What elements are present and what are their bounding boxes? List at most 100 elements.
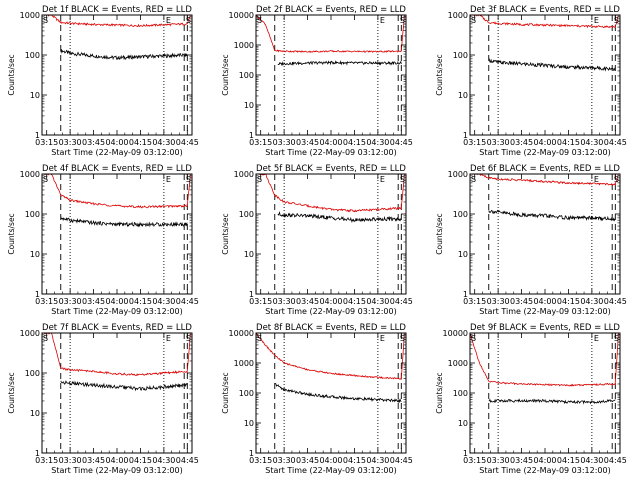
y-tick-label: 10 bbox=[458, 91, 468, 100]
x-tick-label: 04:45 bbox=[390, 297, 413, 306]
x-axis-label: Start Time (22-May-09 03:12:00) bbox=[265, 307, 396, 316]
y-axis-label: Counts/sec bbox=[221, 213, 230, 254]
y-tick-label: 1000 bbox=[234, 359, 254, 368]
y-tick-label: 1 bbox=[249, 290, 254, 299]
y-tick-label: 10 bbox=[458, 250, 468, 259]
x-tick-label: 04:30 bbox=[580, 297, 603, 306]
x-tick-label: 03:45 bbox=[296, 456, 319, 465]
events-series-line bbox=[274, 383, 402, 404]
x-tick-label: 04:45 bbox=[604, 456, 627, 465]
y-tick-label: 10 bbox=[30, 91, 40, 100]
segment-marker-label: E bbox=[166, 334, 171, 343]
x-tick-label: 03:45 bbox=[82, 138, 105, 147]
x-tick-label: 04:00 bbox=[105, 297, 128, 306]
x-tick-label: 04:15 bbox=[557, 297, 580, 306]
y-tick-label: 10000 bbox=[229, 329, 254, 338]
events-series-line bbox=[488, 58, 616, 72]
y-tick-label: 1 bbox=[463, 449, 468, 458]
x-tick-label: 03:15 bbox=[463, 138, 486, 147]
lld-series-line bbox=[256, 15, 405, 54]
segment-marker-label: E bbox=[380, 16, 385, 25]
x-tick-label: 04:45 bbox=[604, 138, 627, 147]
segment-marker-label: S bbox=[257, 16, 262, 25]
x-tick-label: 04:30 bbox=[580, 138, 603, 147]
x-tick-label: 04:00 bbox=[533, 297, 556, 306]
events-series-line bbox=[488, 398, 616, 405]
x-tick-label: 04:00 bbox=[105, 138, 128, 147]
y-tick-label: 1 bbox=[249, 131, 254, 140]
x-tick-label: 03:15 bbox=[249, 297, 272, 306]
x-tick-label: 04:15 bbox=[557, 138, 580, 147]
segment-marker-label: E bbox=[380, 334, 385, 343]
lld-series-line bbox=[470, 333, 619, 387]
x-tick-label: 04:45 bbox=[176, 456, 199, 465]
x-tick-label: 03:15 bbox=[35, 138, 58, 147]
x-tick-label: 04:30 bbox=[366, 138, 389, 147]
chart-panel: Det 3f BLACK = Events, RED = LLD 1 10 100 10… bbox=[435, 5, 627, 157]
chart-panel: Det 7f BLACK = Events, RED = LLD 1 10 100 10… bbox=[7, 323, 199, 475]
panel-title: Det 9f BLACK = Events, RED = LLD bbox=[470, 323, 620, 333]
y-tick-label: 100 bbox=[25, 210, 40, 219]
x-axis-label: Start Time (22-May-09 03:12:00) bbox=[51, 307, 182, 316]
events-series-line bbox=[60, 380, 188, 392]
chart-panel: Det 8f BLACK = Events, RED = LLD 1 10 100 10… bbox=[221, 323, 413, 475]
y-tick-label: 10 bbox=[30, 409, 40, 418]
series-traces bbox=[256, 15, 405, 67]
lld-series-line bbox=[256, 333, 405, 380]
y-tick-label: 1000 bbox=[20, 170, 40, 179]
y-tick-label: 100 bbox=[453, 389, 468, 398]
x-tick-label: 03:45 bbox=[510, 138, 533, 147]
y-tick-label: 1 bbox=[249, 449, 254, 458]
y-tick-label: 100 bbox=[239, 389, 254, 398]
x-tick-label: 04:15 bbox=[129, 297, 152, 306]
x-tick-label: 03:15 bbox=[249, 456, 272, 465]
segment-marker-label: S bbox=[471, 175, 476, 184]
segment-marker-label: S bbox=[471, 334, 476, 343]
lld-series-line bbox=[256, 174, 405, 213]
x-tick-label: 03:15 bbox=[35, 297, 58, 306]
segment-marker-label: E bbox=[166, 175, 171, 184]
segment-marker-label: S bbox=[614, 175, 619, 184]
y-axis-label: Counts/sec bbox=[221, 372, 230, 413]
y-tick-label: 10 bbox=[244, 419, 254, 428]
x-tick-label: 04:45 bbox=[390, 456, 413, 465]
events-series-line bbox=[488, 209, 616, 222]
panel-title: Det 1f BLACK = Events, RED = LLD bbox=[42, 5, 192, 15]
x-tick-label: 04:45 bbox=[604, 297, 627, 306]
x-tick-label: 03:30 bbox=[487, 138, 510, 147]
x-tick-label: 03:15 bbox=[249, 138, 272, 147]
chart-panel: Det 1f BLACK = Events, RED = LLD 1 10 100 10… bbox=[7, 5, 199, 157]
y-axis-label: Counts/sec bbox=[7, 213, 16, 254]
series-traces bbox=[42, 333, 191, 392]
x-axis-label: Start Time (22-May-09 03:12:00) bbox=[265, 148, 396, 157]
x-tick-label: 03:45 bbox=[296, 138, 319, 147]
segment-marker-label: S bbox=[257, 334, 262, 343]
x-axis-label: Start Time (22-May-09 03:12:00) bbox=[479, 307, 610, 316]
x-axis-label: Start Time (22-May-09 03:12:00) bbox=[51, 466, 182, 475]
segment-marker-label: S bbox=[257, 175, 262, 184]
x-tick-label: 04:00 bbox=[105, 456, 128, 465]
x-tick-label: 04:00 bbox=[533, 138, 556, 147]
events-series-line bbox=[277, 60, 402, 67]
y-tick-label: 1 bbox=[35, 290, 40, 299]
x-tick-label: 04:30 bbox=[366, 297, 389, 306]
segment-marker-label: E bbox=[166, 16, 171, 25]
x-tick-label: 04:15 bbox=[343, 138, 366, 147]
x-tick-label: 04:15 bbox=[343, 297, 366, 306]
panel-title: Det 8f BLACK = Events, RED = LLD bbox=[256, 323, 406, 333]
x-tick-label: 04:45 bbox=[390, 138, 413, 147]
segment-marker-label: S bbox=[186, 16, 191, 25]
x-tick-label: 04:30 bbox=[152, 138, 175, 147]
x-tick-label: 03:30 bbox=[487, 456, 510, 465]
lld-series-line bbox=[42, 15, 191, 28]
x-tick-label: 04:30 bbox=[366, 456, 389, 465]
y-tick-label: 100 bbox=[25, 369, 40, 378]
y-tick-label: 1000 bbox=[234, 170, 254, 179]
y-tick-label: 10000 bbox=[229, 11, 254, 20]
x-tick-label: 03:45 bbox=[82, 456, 105, 465]
segment-marker-label: S bbox=[43, 175, 48, 184]
x-tick-label: 03:45 bbox=[82, 297, 105, 306]
segment-marker-label: E bbox=[594, 334, 599, 343]
x-tick-label: 04:15 bbox=[129, 456, 152, 465]
y-tick-label: 10 bbox=[244, 250, 254, 259]
